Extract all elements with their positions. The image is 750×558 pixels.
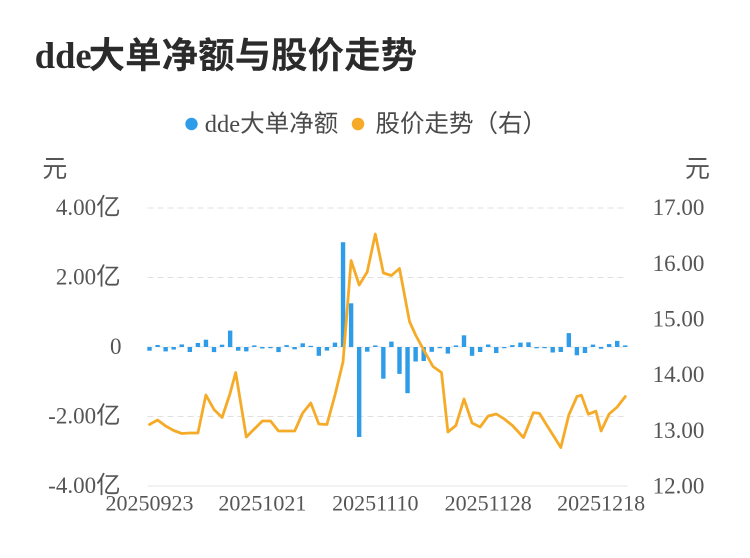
svg-text:14.00: 14.00 xyxy=(653,362,705,387)
svg-text:20250923: 20250923 xyxy=(106,491,194,516)
svg-text:-4.00: -4.00 xyxy=(48,473,96,498)
svg-text:2.00: 2.00 xyxy=(56,265,96,290)
svg-text:4.00: 4.00 xyxy=(56,195,96,220)
svg-text:16.00: 16.00 xyxy=(653,251,705,276)
svg-text:20251218: 20251218 xyxy=(557,491,645,516)
svg-text:20251128: 20251128 xyxy=(445,491,532,516)
svg-text:20251110: 20251110 xyxy=(332,491,418,516)
svg-text:dde: dde xyxy=(35,35,92,76)
svg-text:13.00: 13.00 xyxy=(653,418,705,443)
svg-text:0: 0 xyxy=(110,334,122,359)
svg-text:12.00: 12.00 xyxy=(653,474,705,499)
svg-text:dde: dde xyxy=(205,111,241,138)
svg-text:15.00: 15.00 xyxy=(653,307,705,332)
svg-text:20251021: 20251021 xyxy=(218,491,306,516)
svg-text:-2.00: -2.00 xyxy=(48,404,96,429)
svg-text:17.00: 17.00 xyxy=(653,195,705,220)
